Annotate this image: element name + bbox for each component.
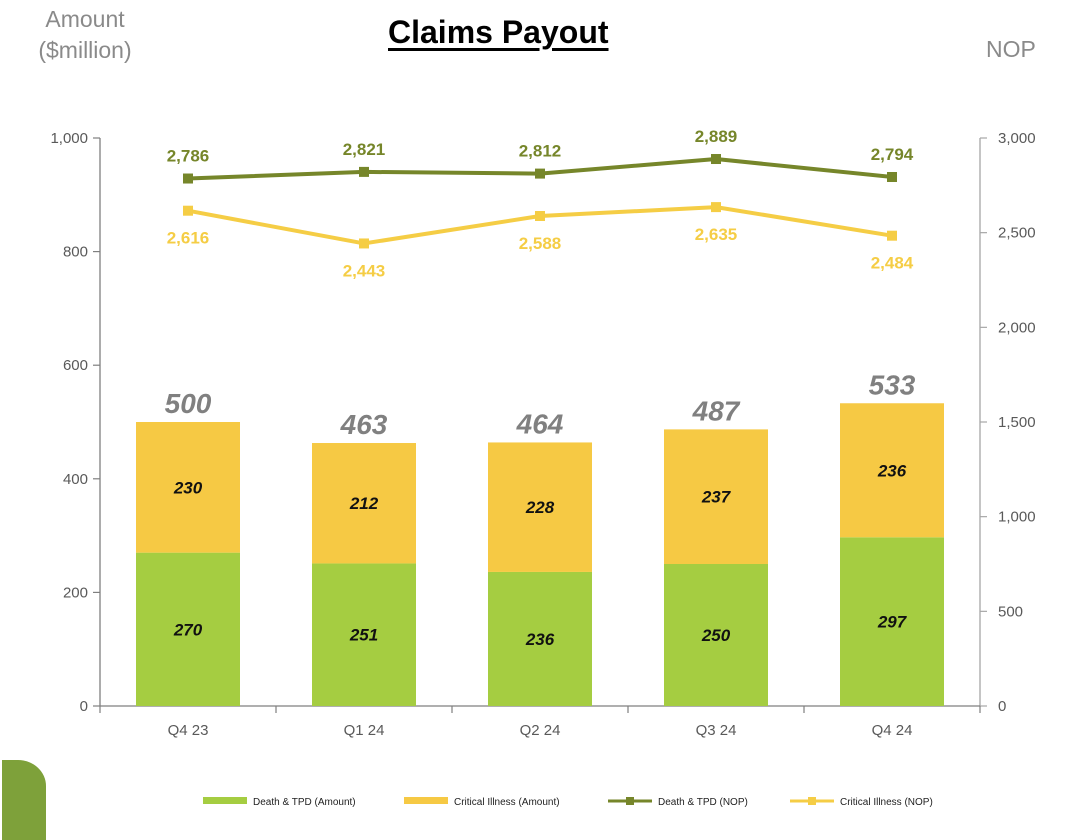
bar-critical-illness bbox=[840, 403, 944, 538]
legend-marker bbox=[626, 797, 634, 805]
bar-critical-illness bbox=[312, 443, 416, 564]
left-axis-tick-label: 400 bbox=[63, 471, 88, 488]
bar-critical-illness bbox=[664, 429, 768, 564]
critical-illness-nop-marker bbox=[183, 205, 193, 216]
death-tpd-nop-marker bbox=[887, 172, 897, 183]
right-axis-tick-label: 3,000 bbox=[998, 130, 1036, 147]
right-axis-tick-label: 0 bbox=[998, 698, 1006, 715]
bar-total-label: 500 bbox=[165, 388, 212, 419]
bar-death-tpd bbox=[840, 537, 944, 706]
x-axis-tick-label: Q4 23 bbox=[168, 722, 209, 739]
x-axis-tick-label: Q1 24 bbox=[344, 722, 385, 739]
bar-critical-illness-label: 212 bbox=[349, 494, 379, 513]
death-tpd-nop-marker bbox=[535, 168, 545, 179]
legend-marker bbox=[808, 797, 816, 805]
death-tpd-nop-data-label: 2,794 bbox=[871, 145, 914, 164]
bar-total-label: 464 bbox=[516, 408, 564, 439]
death-tpd-nop-marker bbox=[711, 154, 721, 165]
bar-critical-illness-label: 230 bbox=[173, 478, 203, 497]
death-tpd-nop-data-label: 2,821 bbox=[343, 140, 386, 159]
critical-illness-nop-marker bbox=[887, 230, 897, 241]
x-axis-tick-label: Q3 24 bbox=[696, 722, 737, 739]
bar-critical-illness bbox=[488, 442, 592, 572]
left-axis-title-line-1: Amount bbox=[45, 6, 125, 32]
x-axis-tick-label: Q4 24 bbox=[872, 722, 913, 739]
bar-total-label: 487 bbox=[692, 395, 741, 426]
left-axis-tick-label: 0 bbox=[80, 698, 88, 715]
critical-illness-nop-data-label: 2,484 bbox=[871, 254, 914, 273]
legend-label: Death & TPD (Amount) bbox=[253, 797, 356, 808]
death-tpd-nop-data-label: 2,889 bbox=[695, 127, 738, 146]
left-axis-title-line-2: ($million) bbox=[38, 37, 132, 63]
legend-swatch bbox=[203, 797, 247, 804]
left-axis-tick-label: 1,000 bbox=[50, 130, 88, 147]
critical-illness-nop-data-label: 2,616 bbox=[167, 229, 210, 248]
left-axis-tick-label: 600 bbox=[63, 357, 88, 374]
death-tpd-nop-marker bbox=[183, 173, 193, 184]
bar-critical-illness bbox=[136, 422, 240, 553]
bar-critical-illness-label: 236 bbox=[877, 461, 907, 480]
bar-death-tpd-label: 236 bbox=[525, 630, 555, 649]
right-axis-tick-label: 1,500 bbox=[998, 414, 1036, 431]
critical-illness-nop-data-label: 2,588 bbox=[519, 234, 562, 253]
right-axis-tick-label: 1,000 bbox=[998, 509, 1036, 526]
right-axis-title: NOP bbox=[986, 36, 1036, 62]
chart-title: Claims Payout bbox=[388, 14, 609, 50]
bar-death-tpd bbox=[312, 563, 416, 706]
bar-critical-illness-label: 237 bbox=[701, 488, 732, 507]
critical-illness-nop-marker bbox=[359, 238, 369, 249]
bar-death-tpd-label: 251 bbox=[349, 626, 378, 645]
left-axis-tick-label: 800 bbox=[63, 244, 88, 261]
right-axis-tick-label: 2,500 bbox=[998, 225, 1036, 242]
right-axis-tick-label: 500 bbox=[998, 603, 1023, 620]
legend-swatch bbox=[404, 797, 448, 804]
left-axis-title: Amount ($million) bbox=[30, 4, 140, 66]
legend-label: Death & TPD (NOP) bbox=[658, 797, 748, 808]
bar-total-label: 533 bbox=[869, 369, 916, 400]
critical-illness-nop-marker bbox=[711, 202, 721, 213]
death-tpd-nop-marker bbox=[359, 166, 369, 177]
critical-illness-nop-marker bbox=[535, 211, 545, 222]
death-tpd-nop-data-label: 2,786 bbox=[167, 147, 210, 166]
bar-death-tpd bbox=[664, 564, 768, 706]
bar-death-tpd bbox=[136, 552, 240, 706]
critical-illness-nop-data-label: 2,443 bbox=[343, 261, 386, 280]
right-axis-tick-label: 2,000 bbox=[998, 319, 1036, 336]
bar-death-tpd-label: 270 bbox=[173, 620, 203, 639]
legend-label: Critical Illness (NOP) bbox=[840, 797, 933, 808]
legend-label: Critical Illness (Amount) bbox=[454, 797, 560, 808]
death-tpd-nop-data-label: 2,812 bbox=[519, 142, 562, 161]
decorative-leaf-shape bbox=[2, 760, 46, 840]
x-axis-tick-label: Q2 24 bbox=[520, 722, 561, 739]
bar-death-tpd-label: 250 bbox=[701, 626, 731, 645]
bar-critical-illness-label: 228 bbox=[525, 498, 555, 517]
bar-total-label: 463 bbox=[340, 409, 388, 440]
critical-illness-nop-data-label: 2,635 bbox=[695, 225, 738, 244]
bar-death-tpd bbox=[488, 571, 592, 706]
bar-death-tpd-label: 297 bbox=[877, 613, 908, 632]
left-axis-tick-label: 200 bbox=[63, 584, 88, 601]
